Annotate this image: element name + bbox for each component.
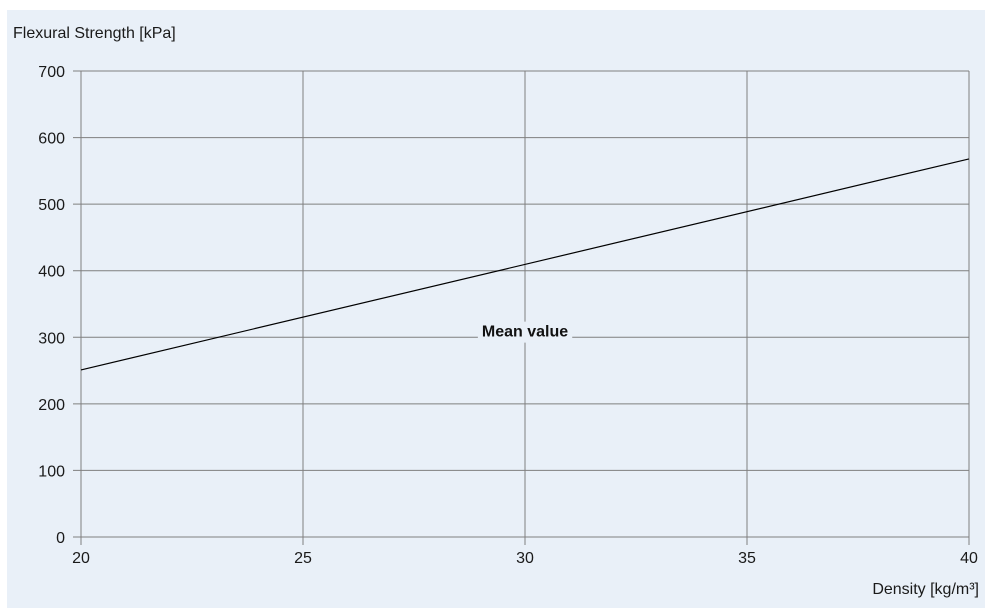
y-axis-title: Flexural Strength [kPa]	[13, 25, 176, 42]
y-tick-label-0: 0	[56, 530, 65, 547]
x-axis-title: Density [kg/m³]	[872, 581, 979, 598]
x-tick-label-40: 40	[960, 550, 978, 567]
x-tick-label-35: 35	[738, 550, 756, 567]
x-tick-label-30: 30	[516, 550, 534, 567]
annotation-layer: Mean value	[477, 321, 573, 343]
y-tick-label-100: 100	[38, 463, 65, 480]
y-tick-label-500: 500	[38, 197, 65, 214]
series-layer	[80, 158, 970, 371]
y-tick-label-300: 300	[38, 330, 65, 347]
chart-background-panel	[7, 10, 985, 608]
y-tick-label-400: 400	[38, 264, 65, 281]
annotation-label-0: Mean value	[482, 324, 568, 341]
y-tick-label-200: 200	[38, 397, 65, 414]
series-line-0	[80, 158, 970, 371]
y-tick-label-600: 600	[38, 131, 65, 148]
annotation-background-0	[477, 321, 573, 343]
y-tick-label-700: 700	[38, 64, 65, 81]
x-tick-label-25: 25	[294, 550, 312, 567]
grid-layer	[73, 70, 970, 545]
x-tick-label-20: 20	[72, 550, 90, 567]
tick-label-layer: 0 100 200 300 400 500 600 700 20 25 30 35 40	[38, 64, 978, 567]
